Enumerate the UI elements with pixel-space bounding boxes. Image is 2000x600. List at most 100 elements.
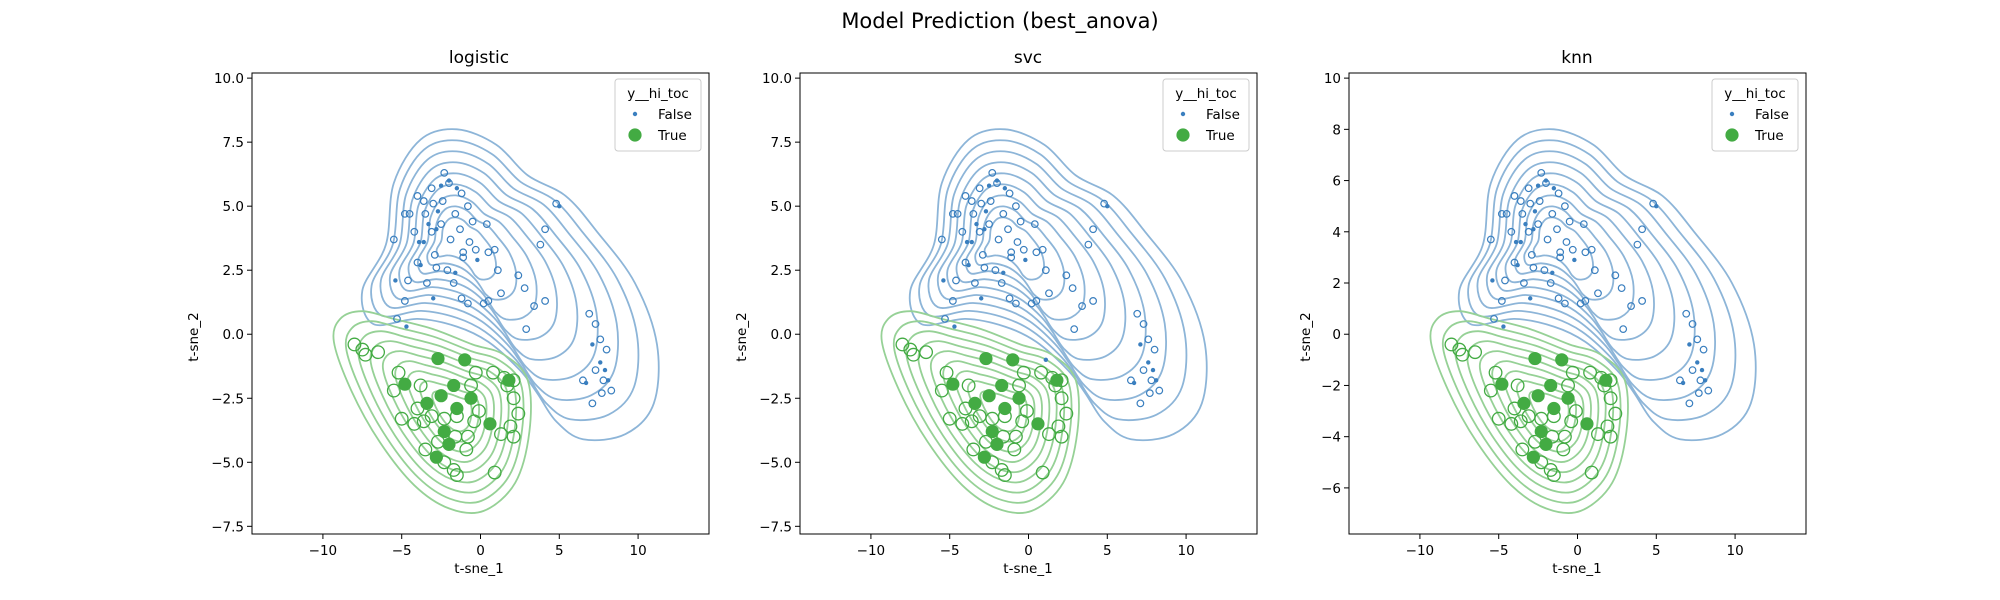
prediction-point-true	[1031, 417, 1045, 431]
density-contour-true	[892, 320, 1073, 504]
observed-point-false	[961, 258, 970, 267]
observed-point-false	[1011, 299, 1020, 308]
prediction-point-false	[1002, 186, 1008, 191]
observed-point-false	[1005, 294, 1014, 303]
observed-point-false	[1529, 263, 1538, 272]
prediction-point-false	[393, 278, 398, 283]
prediction-point-true	[1528, 351, 1542, 366]
observed-point-false	[602, 345, 611, 354]
observed-point-false	[541, 225, 550, 234]
observed-point-true	[934, 383, 949, 398]
observed-point-false	[459, 248, 468, 257]
x-tick-label: 0	[1024, 543, 1033, 559]
observed-point-false	[1011, 202, 1020, 211]
prediction-point-true	[447, 378, 461, 393]
observed-point-false	[1565, 217, 1574, 226]
observed-point-false	[1127, 376, 1135, 385]
observed-point-true	[486, 365, 501, 380]
observed-point-false	[1007, 248, 1016, 257]
observed-point-false	[1041, 266, 1050, 275]
prediction-point-true	[483, 417, 497, 431]
subplot-title: knn	[1561, 48, 1592, 68]
observed-point-false	[413, 192, 422, 200]
density-contour-true	[1491, 360, 1592, 463]
prediction-point-true	[442, 437, 456, 451]
density-contour-false	[983, 216, 1045, 281]
prediction-point-false	[434, 227, 439, 232]
prediction-point-false	[1695, 360, 1700, 365]
observed-point-false	[484, 297, 493, 305]
observed-point-true	[459, 442, 474, 457]
prediction-point-false	[1153, 378, 1159, 383]
observed-point-false	[585, 309, 594, 318]
observed-point-false	[1527, 250, 1536, 259]
observed-point-false	[958, 227, 967, 236]
prediction-point-false	[974, 221, 979, 227]
density-contour-false	[1504, 183, 1655, 341]
observed-point-true	[1600, 419, 1615, 434]
x-tick-label: −10	[1406, 543, 1435, 559]
prediction-point-false	[1023, 257, 1028, 263]
observed-point-false	[596, 335, 605, 344]
observed-point-false	[389, 235, 398, 244]
observed-point-false	[1518, 209, 1527, 218]
prediction-point-true	[979, 351, 993, 366]
prediction-point-true	[1580, 417, 1594, 431]
plot-area	[880, 128, 1208, 515]
subplot-logistic: logistic t-sne_1 t-sne_2 −10 −5 0 5 10 −7.5 −5…	[186, 48, 710, 577]
observed-point-true	[511, 406, 526, 421]
observed-point-true	[1603, 391, 1618, 406]
observed-point-false	[457, 189, 466, 198]
prediction-point-false	[435, 209, 441, 214]
observed-point-false	[1032, 248, 1041, 257]
observed-point-false	[977, 199, 986, 208]
y-tick-label: 10	[1324, 71, 1341, 87]
y-tick-label: 5.0	[223, 199, 244, 215]
observed-point-false	[1537, 168, 1546, 177]
observed-point-true	[1491, 411, 1506, 426]
observed-point-false	[393, 314, 401, 323]
observed-point-true	[416, 414, 431, 429]
density-contour-false	[1514, 194, 1635, 321]
observed-point-false	[607, 386, 616, 395]
y-tick-label: 8	[1332, 122, 1341, 138]
x-tick-label: 0	[1573, 543, 1582, 559]
observed-point-false	[1030, 220, 1039, 229]
observed-point-false	[449, 279, 458, 287]
observed-point-false	[1540, 266, 1549, 275]
observed-point-false	[1649, 199, 1658, 208]
y-axis-label: t-sne_2	[1298, 312, 1314, 361]
prediction-point-true	[1050, 373, 1064, 387]
x-tick-label: 5	[1652, 543, 1661, 559]
density-contour-true	[1429, 310, 1629, 515]
observed-point-false	[1520, 279, 1528, 287]
observed-point-true	[964, 414, 979, 429]
observed-point-false	[991, 266, 1000, 275]
observed-point-false	[1068, 284, 1077, 293]
observed-point-false	[1524, 184, 1533, 193]
legend: y__hi_toc False True	[1162, 78, 1250, 152]
y-tick-label: −2	[1321, 378, 1341, 394]
x-tick-label: −5	[1489, 543, 1509, 559]
observed-point-false	[1685, 399, 1694, 408]
observed-point-false	[1696, 376, 1705, 385]
observed-point-false	[1535, 197, 1544, 205]
prediction-point-true	[1599, 373, 1613, 387]
legend-label-true: True	[1205, 128, 1235, 144]
y-tick-label: −2.5	[759, 391, 792, 407]
legend-marker-true	[1176, 128, 1190, 142]
observed-point-false	[1581, 297, 1590, 305]
observed-point-true	[1468, 345, 1483, 360]
prediction-point-true	[1012, 391, 1026, 405]
density-contour-true	[1441, 320, 1622, 504]
density-contour-true	[905, 330, 1066, 494]
observed-point-true	[985, 411, 1000, 426]
observed-point-false	[937, 235, 946, 244]
observed-point-false	[1546, 279, 1555, 287]
observed-point-false	[1490, 314, 1498, 323]
legend-label-true: True	[1754, 128, 1784, 144]
prediction-point-false	[1702, 378, 1708, 383]
observed-point-false	[1497, 209, 1506, 218]
prediction-point-false	[590, 342, 595, 347]
observed-point-true	[418, 442, 433, 457]
